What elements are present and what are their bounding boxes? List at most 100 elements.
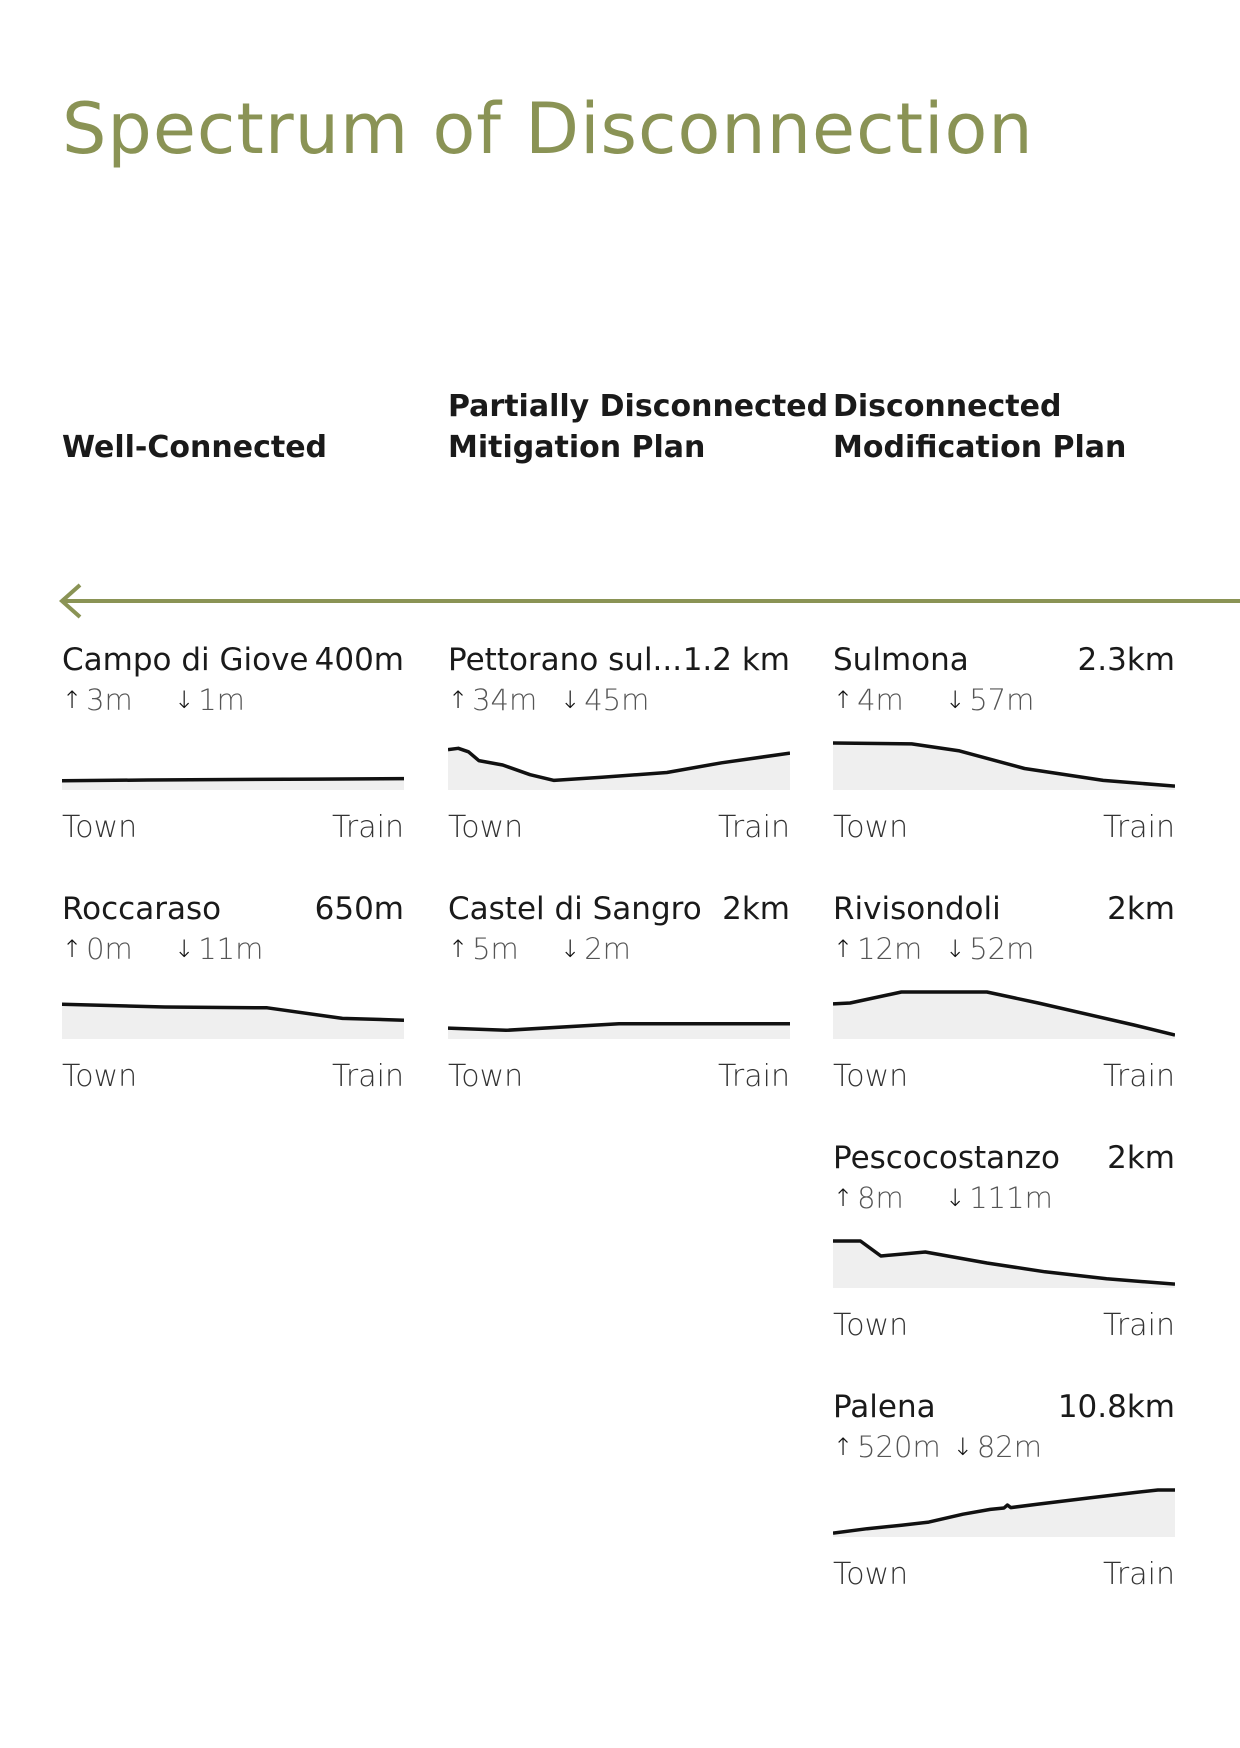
ascent-value: 12m	[857, 932, 923, 966]
elevation-profile-chart	[833, 1239, 1175, 1288]
town-name: Pettorano sul...	[448, 642, 683, 678]
ascent-value: 34m	[472, 683, 538, 717]
elevation-line	[833, 990, 1175, 1037]
column-heading-well-connected: Well-Connected	[62, 427, 422, 468]
town-distance: 1.2 km	[682, 642, 790, 678]
town-name: Rivisondoli	[833, 891, 1001, 927]
arrow-down-icon: ↓	[560, 686, 581, 714]
town-card: Roccaraso 650m ↑ 0m ↓ 11m Town Train	[62, 889, 404, 1109]
elevation-profile-chart	[833, 1488, 1175, 1537]
elevation-area	[448, 1023, 790, 1039]
descent-value: 2m	[584, 932, 631, 966]
town-distance: 650m	[314, 891, 404, 927]
elevation-change: ↑ 34m ↓ 45m	[448, 682, 672, 718]
arrow-up-icon: ↑	[833, 1433, 854, 1461]
arrow-down-icon: ↓	[952, 1433, 973, 1461]
town-name: Roccaraso	[62, 891, 222, 927]
town-name: Pescocostanzo	[833, 1140, 1061, 1176]
elevation-area	[833, 1490, 1175, 1537]
elevation-line	[448, 1021, 790, 1033]
town-name: Campo di Giove	[62, 642, 309, 678]
ascent-value: 3m	[86, 683, 133, 717]
elevation-change: ↑ 4m ↓ 57m	[833, 682, 1057, 718]
arrow-up-icon: ↑	[833, 686, 854, 714]
ascent-value: 4m	[857, 683, 904, 717]
descent-value: 82m	[976, 1430, 1042, 1464]
axis-label-train: Train	[1103, 1557, 1175, 1592]
axis-label-train: Train	[718, 810, 790, 845]
axis-label-town: Town	[833, 1059, 909, 1094]
axis-label-train: Train	[718, 1059, 790, 1094]
town-distance: 2km	[1107, 891, 1175, 927]
axis-label-train: Train	[332, 810, 404, 845]
spectrum-arrow-axis	[58, 583, 1240, 619]
elevation-line	[448, 746, 790, 783]
arrow-down-icon: ↓	[945, 935, 966, 963]
descent-value: 57m	[969, 683, 1035, 717]
arrow-up-icon: ↑	[448, 686, 469, 714]
axis-label-town: Town	[62, 1059, 138, 1094]
axis-label-train: Train	[332, 1059, 404, 1094]
town-card: Sulmona 2.3km ↑ 4m ↓ 57m Town Train	[833, 640, 1175, 860]
elevation-line	[833, 1239, 1175, 1286]
town-name: Palena	[833, 1389, 936, 1425]
axis-label-town: Town	[62, 810, 138, 845]
elevation-line	[833, 741, 1175, 788]
town-card: Castel di Sangro 2km ↑ 5m ↓ 2m Town Train	[448, 889, 790, 1109]
axis-label-train: Train	[1103, 1059, 1175, 1094]
axis-label-town: Town	[448, 810, 524, 845]
elevation-profile-chart	[833, 741, 1175, 790]
ascent-value: 5m	[472, 932, 519, 966]
arrow-up-icon: ↑	[833, 1184, 854, 1212]
axis-label-town: Town	[833, 1308, 909, 1343]
arrow-up-icon: ↑	[833, 935, 854, 963]
column-heading-partially-disconnected: Partially Disconnected Mitigation Plan	[448, 386, 829, 468]
elevation-change: ↑ 5m ↓ 2m	[448, 931, 672, 967]
town-distance: 10.8km	[1057, 1389, 1175, 1425]
spectrum-arrowhead-icon	[58, 583, 82, 619]
elevation-area	[833, 992, 1175, 1039]
elevation-profile-chart	[62, 776, 404, 790]
column-heading-line: Mitigation Plan	[448, 430, 706, 465]
town-name: Castel di Sangro	[448, 891, 702, 927]
town-name: Sulmona	[833, 642, 969, 678]
arrow-down-icon: ↓	[560, 935, 581, 963]
descent-value: 52m	[969, 932, 1035, 966]
town-card: Pescocostanzo 2km ↑ 8m ↓ 111m Town Train	[833, 1138, 1175, 1358]
elevation-change: ↑ 8m ↓ 111m	[833, 1180, 1065, 1216]
arrow-up-icon: ↑	[62, 686, 83, 714]
arrow-down-icon: ↓	[945, 686, 966, 714]
town-card: Palena 10.8km ↑ 520m ↓ 82m Town Train	[833, 1387, 1175, 1607]
town-card: Rivisondoli 2km ↑ 12m ↓ 52m Town Train	[833, 889, 1175, 1109]
ascent-value: 0m	[86, 932, 133, 966]
axis-label-train: Train	[1103, 810, 1175, 845]
town-card: Pettorano sul... 1.2 km ↑ 34m ↓ 45m Town Train	[448, 640, 790, 860]
elevation-change: ↑ 3m ↓ 1m	[62, 682, 286, 718]
elevation-area	[448, 748, 790, 790]
arrow-down-icon: ↓	[174, 686, 195, 714]
town-distance: 2km	[722, 891, 790, 927]
column-heading-line: Modification Plan	[833, 430, 1127, 465]
descent-value: 11m	[198, 932, 264, 966]
column-heading-disconnected: Disconnected Modification Plan	[833, 386, 1193, 468]
elevation-line	[62, 1002, 404, 1022]
elevation-line	[833, 1488, 1175, 1535]
column-heading-line: Partially Disconnected	[448, 389, 829, 424]
elevation-profile-chart	[448, 746, 790, 790]
descent-value: 1m	[198, 683, 245, 717]
elevation-change: ↑ 12m ↓ 52m	[833, 931, 1057, 967]
elevation-profile-chart	[833, 990, 1175, 1039]
descent-value: 45m	[584, 683, 650, 717]
column-heading-line: Disconnected	[833, 389, 1062, 424]
town-distance: 2km	[1107, 1140, 1175, 1176]
elevation-change: ↑ 520m ↓ 82m	[833, 1429, 1065, 1465]
arrow-down-icon: ↓	[174, 935, 195, 963]
axis-label-town: Town	[448, 1059, 524, 1094]
elevation-profile-chart	[448, 1021, 790, 1039]
axis-label-town: Town	[833, 810, 909, 845]
page-title: Spectrum of Disconnection	[62, 88, 1034, 170]
town-distance: 400m	[314, 642, 404, 678]
arrow-up-icon: ↑	[62, 935, 83, 963]
ascent-value: 8m	[857, 1181, 904, 1215]
ascent-value: 520m	[857, 1430, 941, 1464]
